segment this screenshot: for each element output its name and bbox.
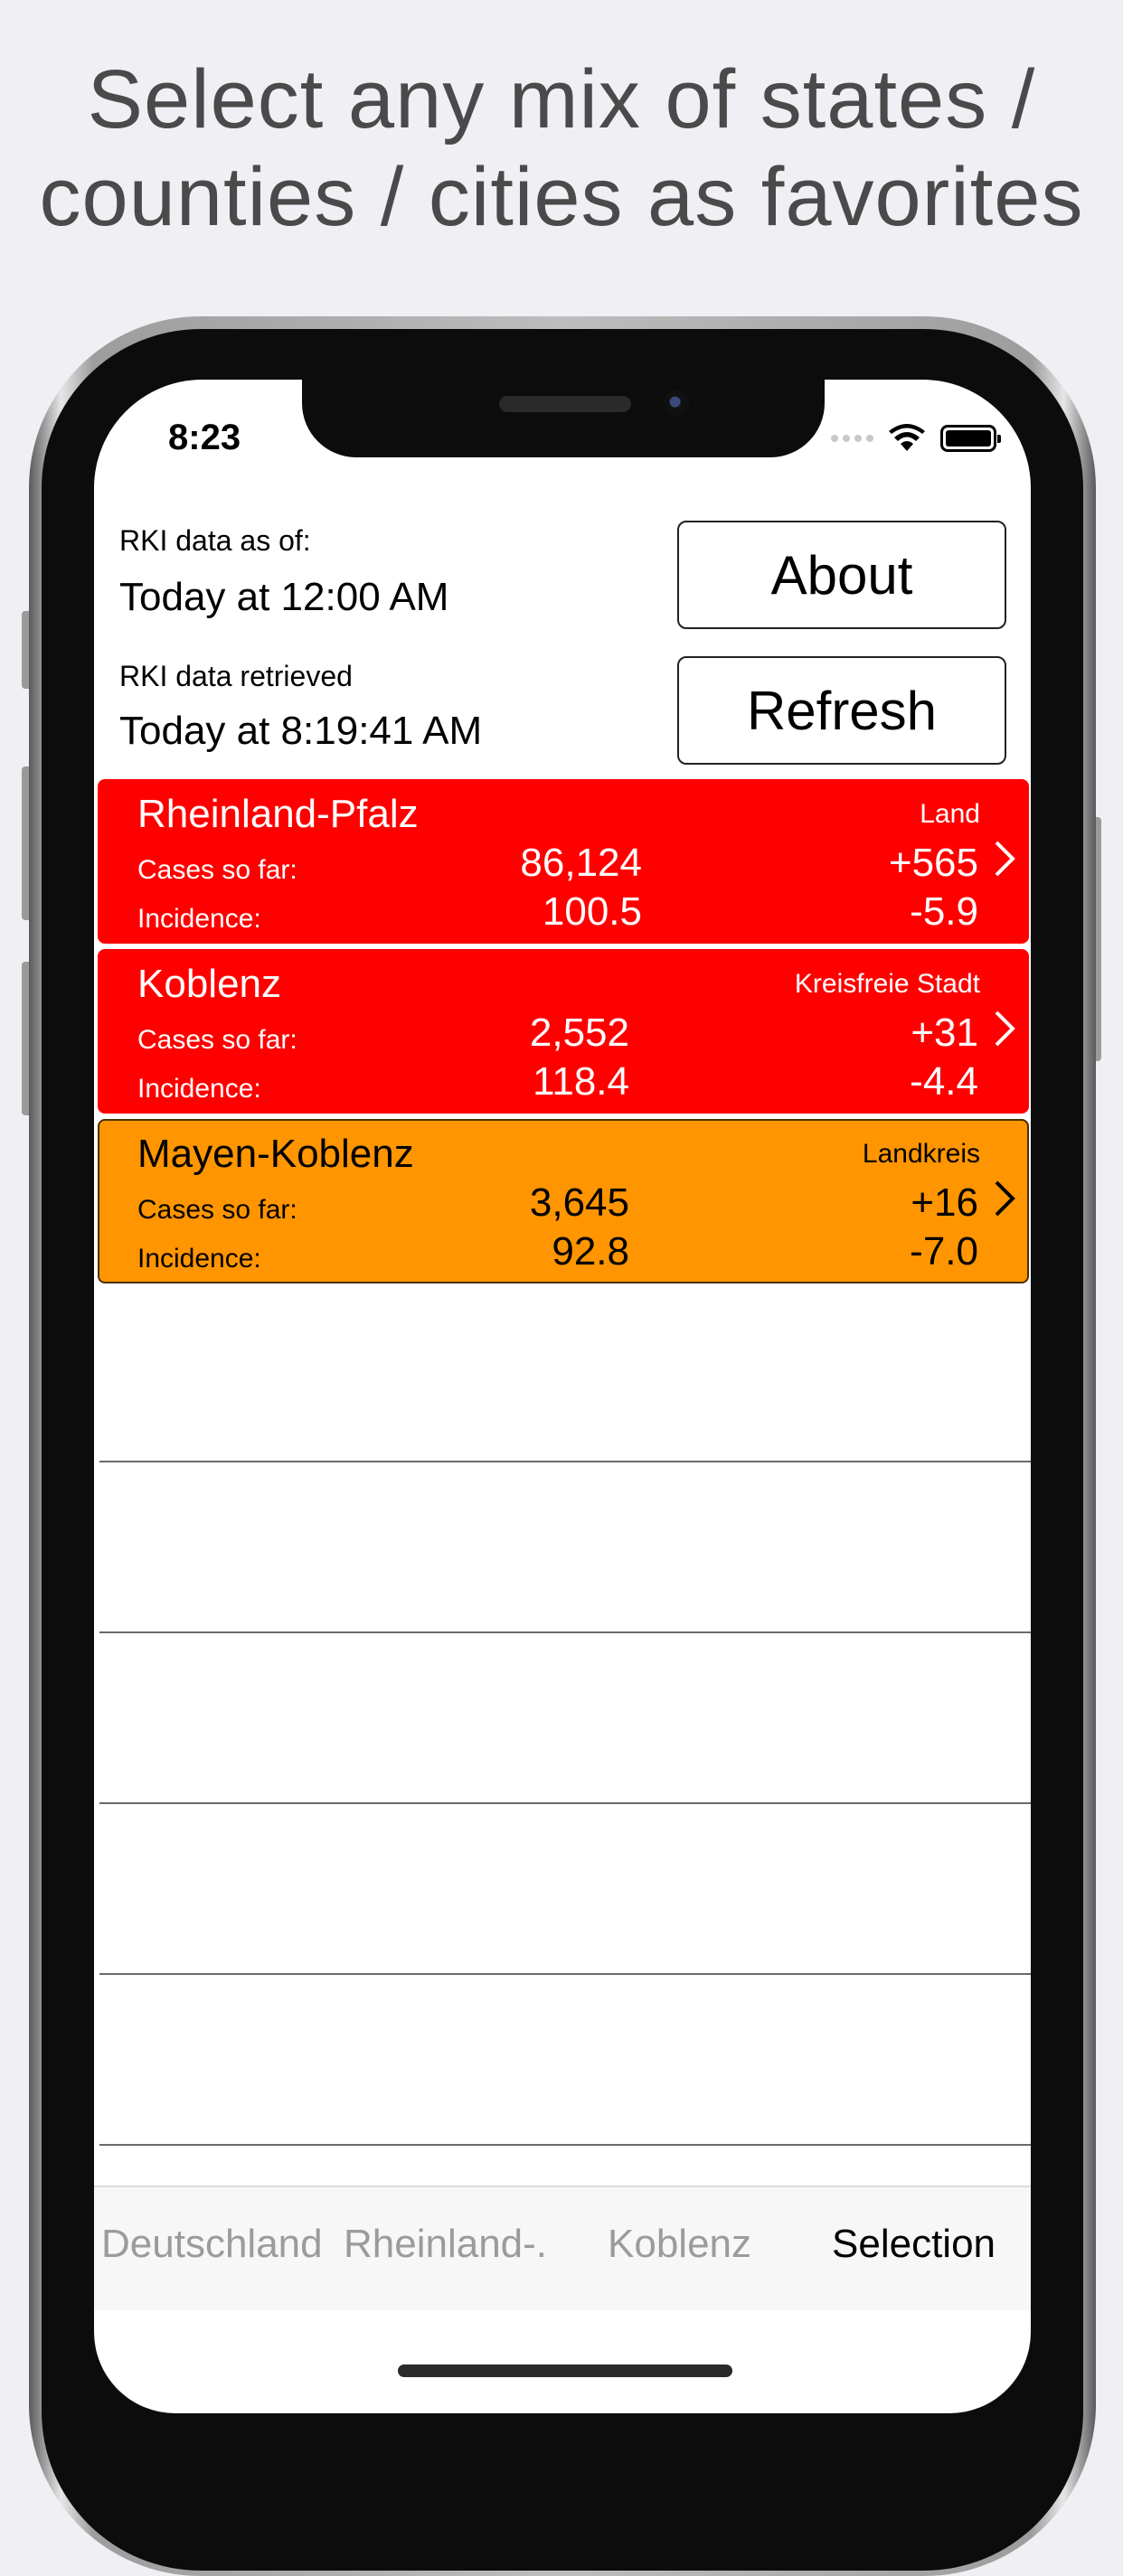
incidence-delta: -4.4 xyxy=(910,1059,978,1104)
list-separator xyxy=(99,1973,1031,1975)
incidence-value: 92.8 xyxy=(552,1229,629,1274)
cases-value: 86,124 xyxy=(520,841,642,885)
about-button[interactable]: About xyxy=(677,521,1006,629)
incidence-label: Incidence: xyxy=(137,1074,261,1104)
cases-value: 3,645 xyxy=(529,1180,629,1225)
chevron-right-icon xyxy=(995,841,1015,877)
cases-value: 2,552 xyxy=(529,1011,629,1055)
status-time: 8:23 xyxy=(168,418,241,457)
cases-label: Cases so far: xyxy=(137,1195,297,1225)
battery-icon xyxy=(940,425,1001,452)
retrieved-label: RKI data retrieved xyxy=(119,660,353,692)
list-separator xyxy=(99,1631,1031,1633)
camera-icon xyxy=(664,390,689,416)
data-as-of-value: Today at 12:00 AM xyxy=(119,575,449,619)
incidence-label: Incidence: xyxy=(137,1244,261,1274)
cases-delta: +31 xyxy=(911,1011,978,1055)
cases-delta: +565 xyxy=(888,841,978,885)
cellular-signal-icon xyxy=(831,435,873,442)
headline-line-1: Select any mix of states / xyxy=(87,53,1036,146)
cases-delta: +16 xyxy=(911,1180,978,1225)
list-separator xyxy=(99,1802,1031,1804)
list-separator xyxy=(99,1461,1031,1462)
cases-label: Cases so far: xyxy=(137,1025,297,1055)
wifi-icon xyxy=(889,424,925,451)
tab-rheinland[interactable]: Rheinland-. xyxy=(344,2222,548,2266)
tab-koblenz[interactable]: Koblenz xyxy=(608,2222,752,2266)
incidence-delta: -7.0 xyxy=(910,1229,978,1274)
region-card-rheinland-pfalz[interactable]: Rheinland-Pfalz Land Cases so far: 86,12… xyxy=(98,779,1029,944)
region-type: Kreisfreie Stadt xyxy=(794,969,980,999)
region-name: Koblenz xyxy=(137,962,282,1006)
region-name: Mayen-Koblenz xyxy=(137,1132,414,1176)
refresh-button[interactable]: Refresh xyxy=(677,656,1006,765)
region-name: Rheinland-Pfalz xyxy=(137,792,419,836)
incidence-delta: -5.9 xyxy=(910,889,978,934)
region-type: Land xyxy=(920,799,980,829)
retrieved-value: Today at 8:19:41 AM xyxy=(119,709,483,753)
home-indicator xyxy=(398,2364,732,2377)
cases-label: Cases so far: xyxy=(137,855,297,885)
incidence-value: 118.4 xyxy=(533,1059,629,1104)
speaker-grille xyxy=(499,396,631,412)
chevron-right-icon xyxy=(995,1180,1015,1217)
tab-deutschland[interactable]: Deutschland xyxy=(101,2222,323,2266)
region-card-mayen-koblenz[interactable]: Mayen-Koblenz Landkreis Cases so far: 3,… xyxy=(98,1119,1029,1283)
incidence-value: 100.5 xyxy=(542,889,642,934)
phone-screen: 8:23 RKI data as of: Today at 12:00 AM R… xyxy=(94,380,1031,2413)
tab-bar: Deutschland Rheinland-. Koblenz Selectio… xyxy=(94,2186,1031,2310)
list-separator xyxy=(99,2144,1031,2146)
status-icons xyxy=(831,423,1001,454)
region-type: Landkreis xyxy=(862,1139,980,1169)
chevron-right-icon xyxy=(995,1011,1015,1047)
region-card-koblenz[interactable]: Koblenz Kreisfreie Stadt Cases so far: 2… xyxy=(98,949,1029,1114)
notch xyxy=(302,380,825,457)
tab-selection[interactable]: Selection xyxy=(832,2222,996,2266)
headline: Select any mix of states / counties / ci… xyxy=(0,51,1123,246)
headline-line-2: counties / cities as favorites xyxy=(39,151,1084,243)
data-as-of-label: RKI data as of: xyxy=(119,524,311,557)
incidence-label: Incidence: xyxy=(137,904,261,934)
